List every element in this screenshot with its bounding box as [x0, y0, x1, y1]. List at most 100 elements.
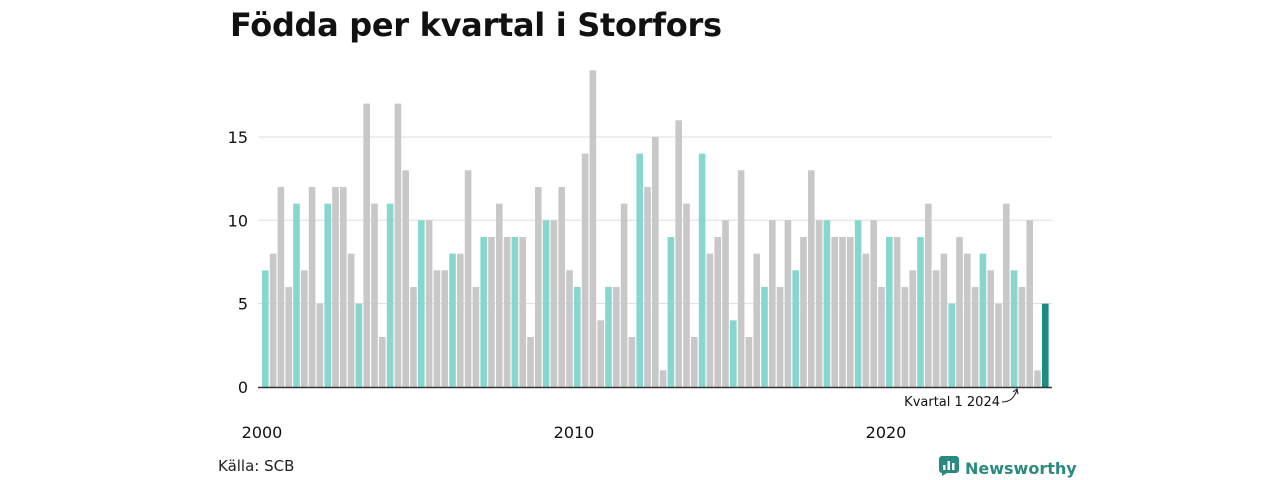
bar — [347, 253, 355, 387]
bar — [675, 120, 682, 387]
annotation-label: Kvartal 1 2024 — [904, 395, 1000, 410]
bar — [652, 136, 659, 387]
bar — [745, 336, 753, 387]
bar — [691, 336, 698, 387]
chart-title: Födda per kvartal i Storfors — [230, 6, 722, 44]
bar — [956, 236, 963, 387]
bar — [340, 186, 347, 387]
bar — [995, 303, 1002, 387]
bar — [480, 236, 487, 387]
bar — [589, 70, 597, 388]
bar — [940, 253, 948, 387]
bar — [878, 286, 885, 387]
bar — [363, 103, 370, 388]
bar — [925, 203, 932, 387]
bar — [418, 220, 425, 387]
bar — [355, 303, 363, 387]
bar — [301, 270, 308, 387]
bar — [901, 286, 909, 387]
bar — [605, 286, 612, 387]
bar — [722, 220, 729, 387]
bar — [519, 236, 526, 387]
bar — [784, 220, 792, 387]
bar — [441, 270, 448, 387]
source-note: Källa: SCB — [218, 457, 295, 475]
bar — [496, 203, 503, 387]
annotation-arrow — [1001, 389, 1018, 403]
bar — [1010, 270, 1018, 387]
bar — [730, 320, 737, 387]
bar — [886, 236, 893, 387]
x-tick-label: 2000 — [242, 423, 283, 442]
bar — [620, 203, 628, 387]
bar — [839, 236, 846, 387]
bar — [714, 236, 721, 387]
bar — [971, 286, 979, 387]
bar — [870, 220, 877, 387]
bar — [402, 170, 409, 387]
x-tick-label: 2010 — [554, 423, 595, 442]
bar-chart: 0 5 10 15 2000 2010 2020 Kvartal 1 2024 — [228, 70, 1052, 442]
bar — [285, 286, 292, 387]
bar — [808, 170, 815, 387]
y-tick-label: 5 — [238, 295, 248, 314]
bar — [815, 220, 823, 387]
bar — [433, 270, 441, 387]
bar — [527, 336, 534, 387]
bar — [542, 220, 550, 387]
bar — [277, 186, 285, 387]
bar — [1018, 286, 1026, 387]
bar — [644, 186, 651, 387]
bar — [761, 286, 768, 387]
bar — [659, 370, 667, 387]
y-tick-label: 10 — [228, 211, 248, 230]
bar — [464, 170, 472, 387]
bar — [909, 270, 916, 387]
bar — [262, 270, 269, 387]
bar — [1034, 370, 1041, 387]
bar — [332, 186, 339, 387]
annotation: Kvartal 1 2024 — [904, 388, 1019, 410]
bar — [854, 220, 862, 387]
newsworthy-logo: Newsworthy — [939, 456, 1077, 480]
bar — [987, 270, 994, 387]
bar — [558, 186, 565, 387]
tick-labels: 0 5 10 15 2000 2010 2020 — [228, 128, 907, 442]
bar — [550, 220, 558, 387]
bar — [511, 236, 519, 387]
bar — [831, 236, 838, 387]
bar — [979, 253, 987, 387]
bar — [457, 253, 464, 387]
x-tick-label: 2020 — [866, 423, 907, 442]
bar — [792, 270, 799, 387]
annotation-arrowhead — [1012, 388, 1019, 395]
bar — [410, 286, 417, 387]
bar — [706, 253, 714, 387]
bar — [425, 220, 433, 387]
bar — [535, 186, 542, 387]
bar — [698, 153, 706, 387]
bar — [449, 253, 456, 387]
bar — [293, 203, 300, 387]
bar — [1026, 220, 1033, 387]
bar — [1003, 203, 1010, 387]
bar — [613, 286, 620, 387]
bars — [262, 70, 1049, 388]
y-tick-label: 15 — [228, 128, 248, 147]
bar — [371, 203, 378, 387]
bar — [948, 303, 955, 387]
bar — [379, 336, 386, 387]
bar — [823, 220, 831, 387]
bar — [566, 270, 573, 387]
bar — [800, 236, 807, 387]
brand-name: Newsworthy — [965, 458, 1077, 478]
y-tick-label: 0 — [238, 378, 248, 397]
bar — [769, 220, 776, 387]
bar — [628, 336, 636, 387]
bar — [488, 236, 495, 387]
bar — [636, 153, 643, 387]
bar — [386, 203, 394, 387]
bar — [597, 320, 604, 387]
bar — [1042, 303, 1049, 387]
bar — [574, 286, 581, 387]
